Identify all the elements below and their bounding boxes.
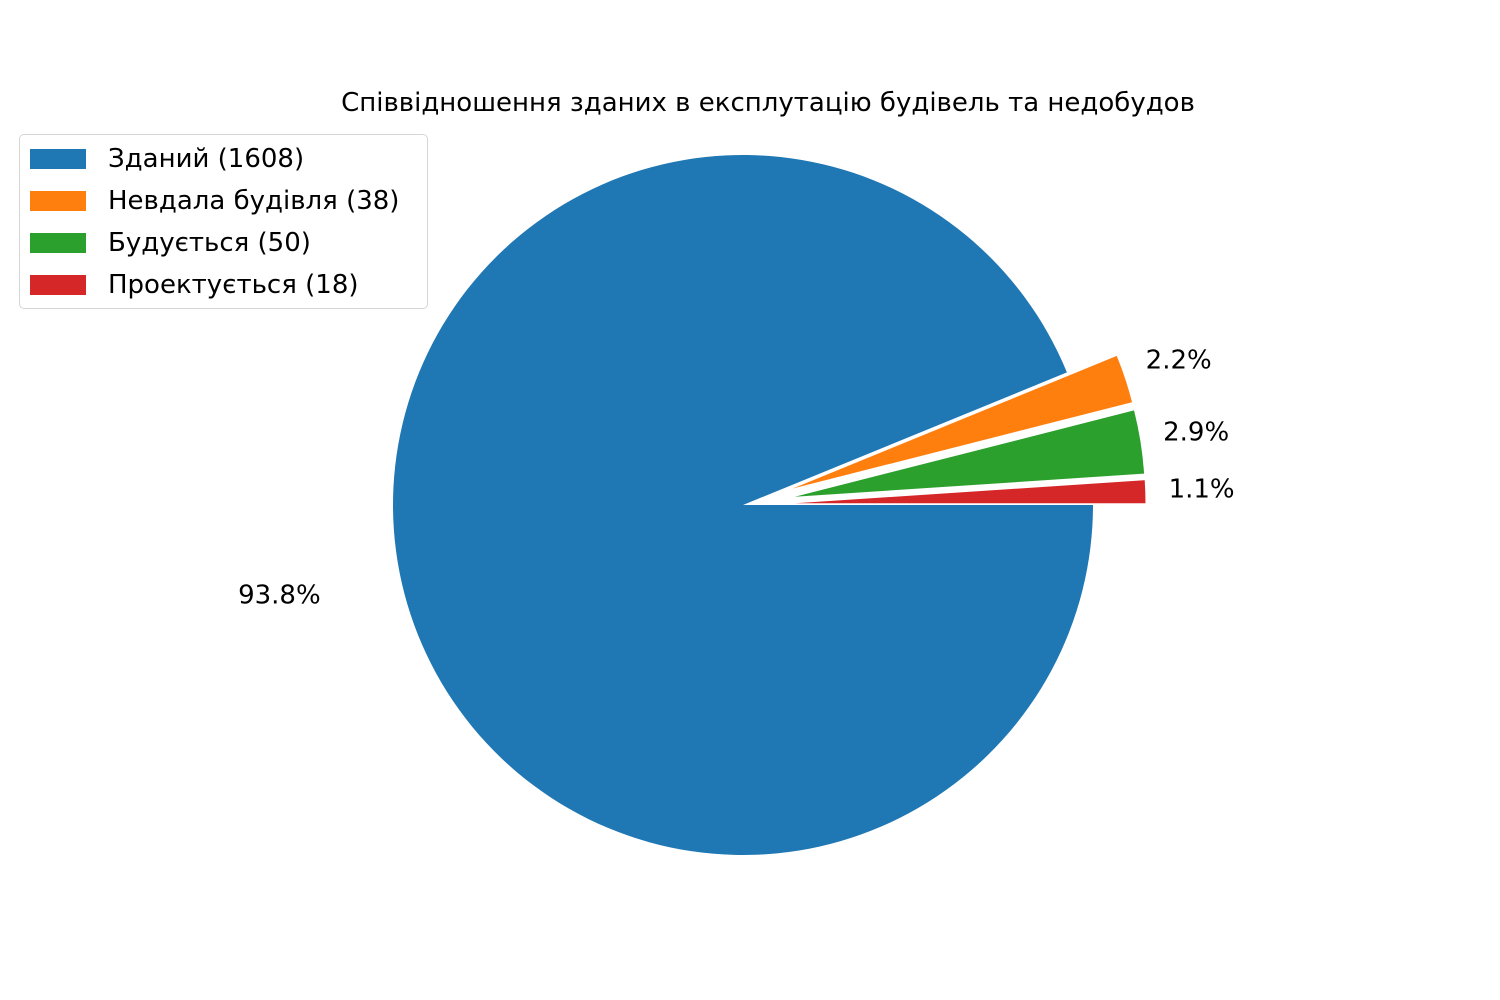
legend: Зданий (1608) Невдала будівля (38) Будує… (19, 134, 428, 309)
legend-label: Будується (50) (108, 228, 311, 258)
legend-swatch (30, 191, 86, 211)
pie-percent-labels: 93.8% 2.2% 2.9% 1.1% (238, 346, 1235, 611)
pie-slices (393, 155, 1146, 856)
legend-item: Будується (50) (30, 228, 311, 258)
legend-label: Невдала будівля (38) (108, 186, 400, 216)
legend-swatch (30, 233, 86, 253)
pie-slice (795, 480, 1146, 504)
pie-percent-label: 93.8% (238, 581, 321, 611)
pie-slice (393, 155, 1093, 856)
legend-item: Невдала будівля (38) (30, 186, 399, 216)
pie-percent-label: 1.1% (1169, 474, 1235, 504)
pie-slice (792, 355, 1133, 489)
chart-title: Співвідношення зданих в експлутацію буді… (341, 88, 1195, 118)
legend-item: Проектується (18) (30, 270, 359, 300)
legend-label: Зданий (1608) (108, 144, 305, 174)
pie-percent-label: 2.2% (1146, 346, 1212, 376)
legend-label: Проектується (18) (108, 270, 359, 300)
legend-item: Зданий (1608) (30, 144, 304, 174)
pie-slice (794, 410, 1145, 497)
legend-swatch (30, 275, 86, 295)
legend-swatch (30, 149, 86, 169)
pie-percent-label: 2.9% (1163, 417, 1229, 447)
